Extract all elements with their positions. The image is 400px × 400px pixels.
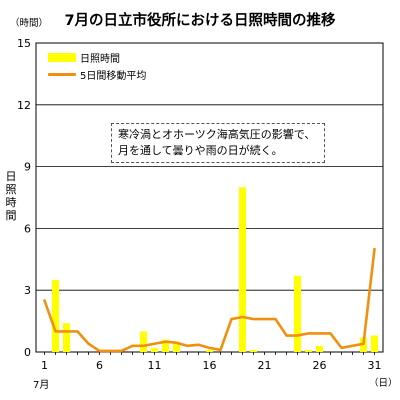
legend-swatch-line bbox=[48, 72, 76, 76]
legend-swatch-bar bbox=[48, 52, 76, 62]
x-tick-label: 16 bbox=[203, 359, 217, 372]
sunshine-bar bbox=[140, 331, 147, 352]
y-tick-label: 6 bbox=[24, 222, 31, 235]
y-tick-label: 3 bbox=[24, 284, 31, 297]
moving-average-line bbox=[43, 247, 376, 353]
x-tick-label: 11 bbox=[148, 359, 162, 372]
x-tick-label: 26 bbox=[313, 359, 327, 372]
legend-item-sunshine: 日照時間 bbox=[48, 50, 120, 65]
x-tick-label: 21 bbox=[258, 359, 272, 372]
y-tick-label: 9 bbox=[24, 161, 31, 174]
chart-title: 7月の日立市役所における日照時間の推移 bbox=[64, 13, 336, 29]
sunshine-bar bbox=[151, 347, 158, 352]
sunshine-bar bbox=[52, 279, 59, 352]
x-tick-label: 31 bbox=[368, 359, 382, 372]
y-tick-label: 15 bbox=[17, 37, 31, 50]
y-axis-title: 日照時間 bbox=[5, 170, 17, 222]
annotation-box: 寒冷渦とオホーツク海高気圧の影響で、月を通して曇りや雨の日が続く。 bbox=[111, 123, 325, 163]
y-tick-label: 0 bbox=[24, 346, 31, 359]
sunshine-bar bbox=[250, 349, 257, 352]
y-axis-unit-label: （時間） bbox=[10, 18, 49, 29]
sunshine-bar bbox=[239, 187, 246, 352]
x-axis-unit-label: （日） bbox=[369, 378, 398, 389]
sunshine-bar bbox=[294, 275, 301, 352]
legend-label-sunshine: 日照時間 bbox=[80, 53, 120, 65]
sunshine-bar bbox=[173, 341, 180, 352]
sunshine-bar bbox=[162, 339, 169, 352]
sunshine-bar bbox=[371, 335, 378, 352]
legend-item-moving-average: 5日間移動平均 bbox=[48, 67, 147, 82]
legend-label-moving-average: 5日間移動平均 bbox=[80, 70, 147, 82]
y-tick-label: 12 bbox=[17, 99, 31, 112]
x-axis-month-label: 7月 bbox=[33, 380, 50, 391]
sunshine-bar bbox=[206, 349, 213, 352]
sunshine-bar bbox=[305, 349, 312, 352]
x-tick-label: 6 bbox=[96, 359, 103, 372]
x-tick-label: 1 bbox=[41, 359, 48, 372]
sunshine-bar bbox=[316, 345, 323, 352]
plot-frame bbox=[35, 42, 384, 353]
legend: 日照時間 5日間移動平均 bbox=[42, 45, 160, 85]
sunshine-bar bbox=[63, 323, 70, 352]
